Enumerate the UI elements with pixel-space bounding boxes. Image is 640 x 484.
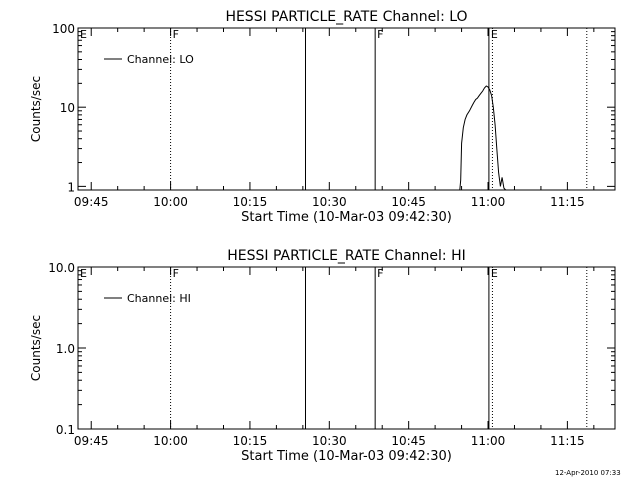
marker-label: E xyxy=(80,267,87,280)
x-tick-label: 10:15 xyxy=(233,195,268,209)
panel-2: HESSI PARTICLE_RATE Channel: HI E F F E 09:45… xyxy=(29,248,616,464)
x-tick-label: 11:00 xyxy=(471,195,506,209)
x-tick-label: 09:45 xyxy=(74,195,109,209)
marker-label: F xyxy=(377,28,383,41)
y-tick-label: 100 xyxy=(52,22,75,36)
y-tick-label: 1 xyxy=(67,180,75,194)
y-tick-label: 10.0 xyxy=(48,261,75,275)
panel-1: HESSI PARTICLE_RATE Channel: LO E F F E 09:45… xyxy=(29,9,616,225)
legend: Channel: LO xyxy=(104,53,194,66)
x-tick-label: 11:00 xyxy=(471,434,506,448)
marker-label: E xyxy=(80,28,87,41)
marker-label: F xyxy=(173,267,179,280)
y-axis-label: Counts/sec xyxy=(29,76,43,142)
y-tick-label: 1.0 xyxy=(56,342,75,356)
legend: Channel: HI xyxy=(104,292,191,305)
x-axis-label: Start Time (10-Mar-03 09:42:30) xyxy=(241,449,452,464)
chart-title: HESSI PARTICLE_RATE Channel: HI xyxy=(227,248,465,264)
x-axis-label: Start Time (10-Mar-03 09:42:30) xyxy=(241,210,452,225)
legend-label: Channel: HI xyxy=(127,292,191,305)
y-tick-label: 0.1 xyxy=(56,423,75,437)
plot-timestamp: 12-Apr-2010 07:33 xyxy=(555,469,621,477)
x-tick-label: 10:45 xyxy=(391,195,426,209)
series-line xyxy=(459,85,507,191)
x-tick-label: 10:00 xyxy=(153,195,188,209)
x-tick-label: 10:00 xyxy=(153,434,188,448)
x-tick-label: 10:30 xyxy=(312,195,347,209)
marker-label: F xyxy=(173,28,179,41)
legend-label: Channel: LO xyxy=(127,53,194,66)
x-tick-label: 10:15 xyxy=(233,434,268,448)
x-tick-label: 10:30 xyxy=(312,434,347,448)
y-tick-label: 10 xyxy=(60,101,75,115)
x-tick-label: 11:15 xyxy=(550,195,585,209)
marker-label: F xyxy=(377,267,383,280)
y-axis-label: Counts/sec xyxy=(29,315,43,381)
marker-label: E xyxy=(491,267,498,280)
x-tick-label: 11:15 xyxy=(550,434,585,448)
chart-title: HESSI PARTICLE_RATE Channel: LO xyxy=(225,9,467,25)
marker-label: E xyxy=(491,28,498,41)
x-tick-label: 10:45 xyxy=(391,434,426,448)
x-tick-label: 09:45 xyxy=(74,434,109,448)
